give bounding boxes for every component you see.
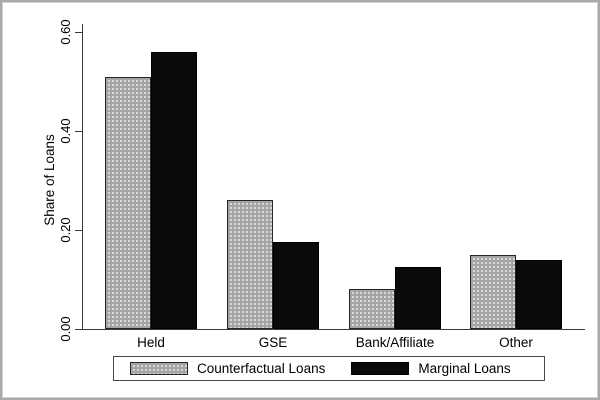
y-tick-label: 0.40 (58, 118, 73, 144)
x-category-label-held: Held (137, 335, 165, 350)
bar-bank-affiliate-marginal-loans (395, 267, 441, 329)
legend-label-marginal: Marginal Loans (418, 361, 511, 376)
y-axis-title: Share of Loans (42, 134, 57, 226)
bar-gse-counterfactual-loans (227, 200, 273, 329)
marginal-swatch-icon (351, 362, 410, 375)
y-tick-label: 0.00 (58, 316, 73, 342)
counterfactual-swatch-icon (130, 362, 188, 375)
y-tick-mark (75, 131, 82, 132)
y-axis-line (82, 24, 83, 329)
x-category-label-gse: GSE (258, 335, 288, 350)
plot-area (82, 32, 585, 329)
bar-held-marginal-loans (151, 52, 197, 329)
legend-entry-marginal: Marginal Loans (351, 361, 511, 376)
x-axis-line (82, 329, 585, 330)
bar-bank-affiliate-counterfactual-loans (349, 289, 395, 329)
legend-label-counterfactual: Counterfactual Loans (197, 361, 326, 376)
bar-other-counterfactual-loans (470, 255, 516, 329)
y-tick-mark (75, 230, 82, 231)
x-category-label-other: Other (499, 335, 533, 350)
y-tick-label: 0.60 (58, 19, 73, 45)
bar-other-marginal-loans (516, 260, 562, 329)
x-category-label-bank-affiliate: Bank/Affiliate (355, 335, 435, 350)
legend: Counterfactual Loans Marginal Loans (113, 356, 545, 381)
y-tick-label: 0.20 (58, 217, 73, 243)
legend-entry-counterfactual: Counterfactual Loans (130, 361, 325, 376)
y-tick-mark (75, 329, 82, 330)
bar-held-counterfactual-loans (105, 77, 151, 329)
y-tick-mark (75, 32, 82, 33)
bar-gse-marginal-loans (273, 242, 319, 329)
